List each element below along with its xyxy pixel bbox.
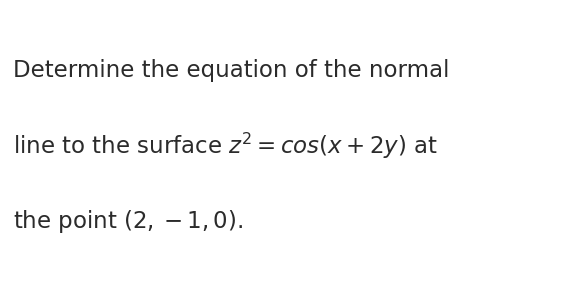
Text: line to the surface $z^2 = cos(x + 2y)$ at: line to the surface $z^2 = cos(x + 2y)$ … [13,131,438,161]
Text: the point $(2, -1, 0).$: the point $(2, -1, 0).$ [13,208,243,235]
Text: Determine the equation of the normal: Determine the equation of the normal [13,59,449,81]
